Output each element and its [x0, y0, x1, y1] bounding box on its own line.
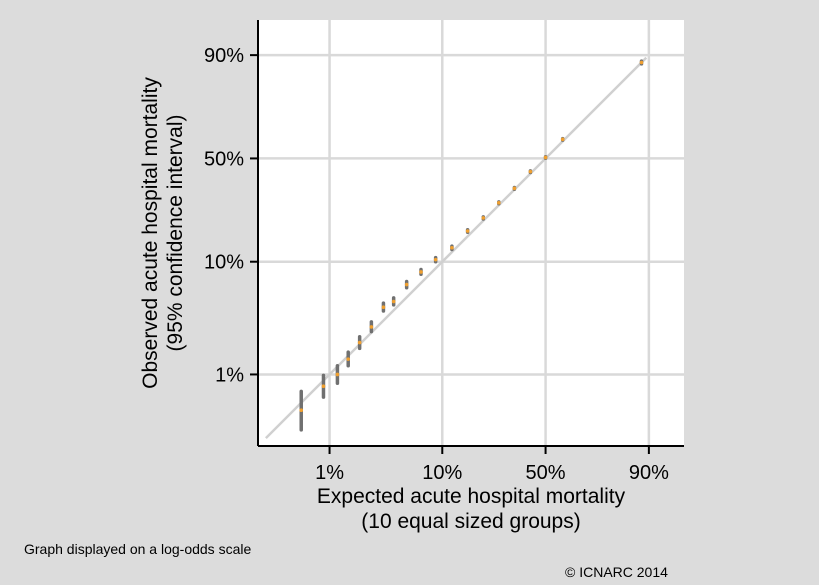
data-point — [299, 408, 304, 412]
data-point — [543, 155, 548, 160]
x-axis-title-line: (10 equal sized groups) — [361, 510, 580, 533]
data-point — [481, 216, 486, 220]
data-point — [335, 372, 340, 377]
data-point — [381, 305, 386, 310]
y-axis-ticks: 1% 10% 50% 90% — [204, 45, 258, 386]
data-point — [404, 282, 409, 287]
data-points — [299, 60, 644, 412]
data-point — [512, 186, 517, 191]
data-point — [419, 270, 423, 274]
data-point — [346, 357, 351, 361]
data-point — [321, 384, 326, 389]
y-tick-label: 10% — [204, 252, 244, 274]
y-tick-label: 50% — [204, 148, 244, 170]
y-axis-title: Observed acute hospital mortality (95% co… — [139, 77, 187, 389]
data-point — [391, 299, 396, 304]
data-point — [450, 245, 454, 250]
x-tick-label: 10% — [422, 462, 462, 484]
reference-line — [264, 56, 648, 440]
data-point — [497, 201, 501, 205]
x-tick-label: 50% — [526, 462, 566, 484]
x-tick-label: 90% — [629, 462, 669, 484]
data-point — [528, 169, 533, 174]
data-point — [357, 340, 362, 345]
y-tick-label: 1% — [215, 364, 244, 386]
x-axis-title-line: Expected acute hospital mortality — [317, 485, 626, 508]
x-tick-label: 1% — [315, 462, 344, 484]
data-point — [465, 229, 470, 233]
data-point — [639, 60, 644, 65]
y-axis-title-line: Observed acute hospital mortality — [139, 77, 162, 389]
data-point — [560, 137, 565, 142]
y-gridlines — [258, 53, 684, 376]
x-axis-ticks: 1% 10% 50% 90% — [315, 446, 669, 484]
data-point — [369, 325, 374, 329]
y-axis-title-line: (95% confidence interval) — [164, 115, 187, 352]
y-tick-label: 90% — [204, 45, 244, 67]
scale-note: Graph displayed on a log-odds scale — [24, 541, 252, 557]
copyright-text: © ICNARC 2014 — [565, 564, 668, 580]
data-point — [433, 257, 438, 262]
x-axis-title: Expected acute hospital mortality(10 equ… — [317, 485, 626, 533]
